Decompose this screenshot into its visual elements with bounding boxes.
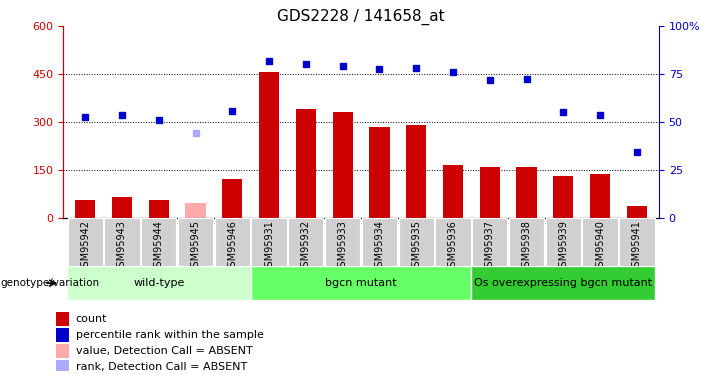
Text: GSM95942: GSM95942: [80, 220, 90, 273]
Text: GSM95938: GSM95938: [522, 220, 531, 273]
Bar: [479, 166, 500, 218]
Bar: [141, 217, 177, 266]
Text: GSM95935: GSM95935: [411, 220, 421, 273]
Bar: [252, 217, 287, 266]
Bar: [472, 217, 508, 266]
Bar: [332, 112, 353, 218]
Bar: [545, 217, 581, 266]
Bar: [149, 200, 169, 217]
Text: GSM95937: GSM95937: [485, 220, 495, 273]
Bar: [619, 217, 655, 266]
Bar: [67, 266, 251, 300]
Text: genotype/variation: genotype/variation: [0, 278, 99, 288]
Text: GSM95946: GSM95946: [227, 220, 237, 273]
Bar: [178, 217, 213, 266]
Text: GSM95940: GSM95940: [595, 220, 605, 273]
Bar: [56, 312, 69, 326]
Bar: [259, 72, 279, 217]
Bar: [325, 217, 360, 266]
Text: GSM95944: GSM95944: [154, 220, 164, 273]
Text: GSM95932: GSM95932: [301, 220, 311, 273]
Bar: [517, 166, 537, 218]
Bar: [288, 217, 323, 266]
Bar: [509, 217, 544, 266]
Text: GSM95945: GSM95945: [191, 220, 200, 273]
Bar: [112, 197, 132, 217]
Text: count: count: [76, 314, 107, 324]
Bar: [296, 109, 316, 217]
Text: Os overexpressing bgcn mutant: Os overexpressing bgcn mutant: [475, 278, 653, 288]
Bar: [443, 165, 463, 218]
Bar: [590, 174, 610, 217]
Bar: [185, 203, 205, 217]
Text: bgcn mutant: bgcn mutant: [325, 278, 397, 288]
Text: GSM95943: GSM95943: [117, 220, 127, 273]
Text: GSM95936: GSM95936: [448, 220, 458, 273]
Bar: [627, 206, 647, 218]
Bar: [583, 217, 618, 266]
Text: GSM95933: GSM95933: [338, 220, 348, 273]
Text: GSM95941: GSM95941: [632, 220, 642, 273]
Bar: [67, 217, 103, 266]
Bar: [369, 127, 390, 218]
Title: GDS2228 / 141658_at: GDS2228 / 141658_at: [277, 9, 445, 25]
Bar: [406, 125, 426, 218]
Bar: [222, 179, 243, 218]
Bar: [56, 344, 69, 358]
Text: percentile rank within the sample: percentile rank within the sample: [76, 330, 264, 340]
Bar: [75, 200, 95, 217]
Bar: [399, 217, 434, 266]
Text: value, Detection Call = ABSENT: value, Detection Call = ABSENT: [76, 346, 252, 356]
Text: GSM95934: GSM95934: [374, 220, 384, 273]
Text: rank, Detection Call = ABSENT: rank, Detection Call = ABSENT: [76, 362, 247, 372]
Bar: [104, 217, 139, 266]
Text: wild-type: wild-type: [133, 278, 184, 288]
Bar: [215, 217, 250, 266]
Bar: [471, 266, 655, 300]
Bar: [56, 360, 69, 374]
Bar: [251, 266, 471, 300]
Bar: [435, 217, 470, 266]
Text: GSM95931: GSM95931: [264, 220, 274, 273]
Bar: [56, 328, 69, 342]
Bar: [362, 217, 397, 266]
Text: GSM95939: GSM95939: [558, 220, 569, 273]
Bar: [553, 176, 573, 218]
